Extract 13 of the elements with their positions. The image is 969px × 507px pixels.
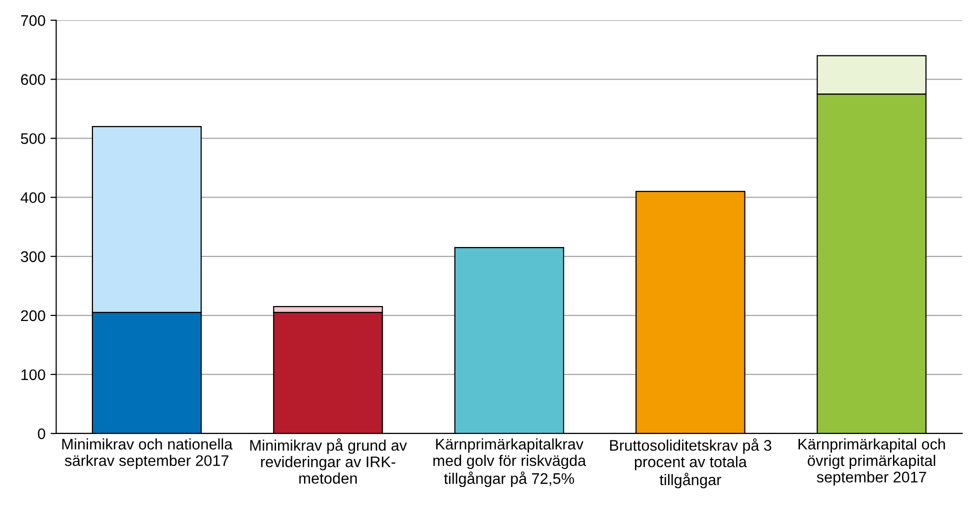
- y-tick-label: 200: [21, 310, 46, 322]
- y-tick-label: 300: [20, 251, 46, 262]
- x-tick-label: Bruttosoliditetskrav på 3 procent av totala tillgångar: [610, 438, 772, 488]
- y-tick-label: 500: [20, 133, 46, 144]
- x-tick-label: Kärnprimärkapitalkrav med golv för riskvägda tillgångar på 72,5%: [433, 438, 586, 487]
- y-tick-label: 400: [20, 192, 46, 204]
- y-tick-label: 600: [21, 74, 46, 85]
- x-tick-label: Minimikrav på grund av revideringar av IRK- metoden: [250, 438, 407, 484]
- y-tick-label: 100: [21, 369, 46, 380]
- x-tick-label: Minimikrav och nationella särkrav september 2017: [62, 438, 233, 470]
- y-tick-label: 0: [38, 428, 46, 440]
- x-tick-label: Kärnprimärkapital och övrigt primärkapital september 2017: [798, 438, 945, 486]
- y-tick-label: 700: [21, 15, 46, 26]
